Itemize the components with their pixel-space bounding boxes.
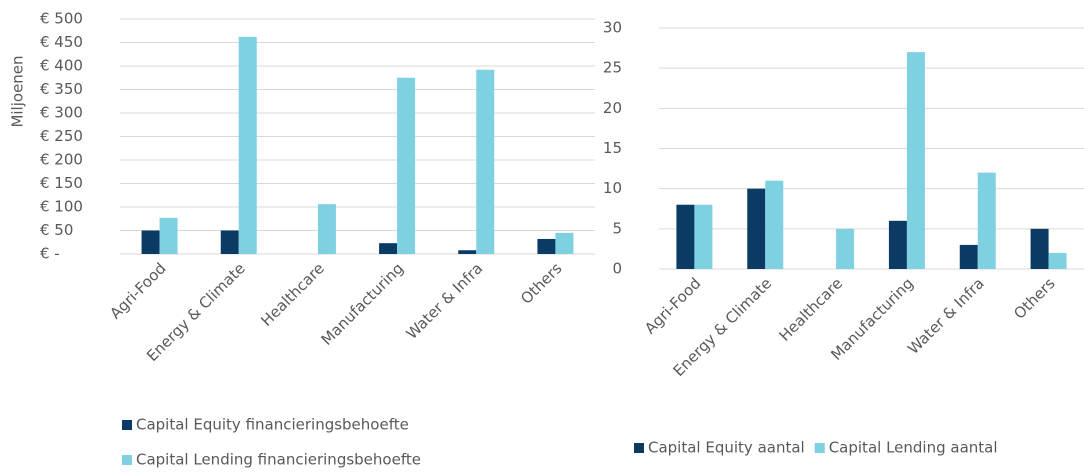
bar — [555, 232, 574, 254]
y-tick-label: 30 — [603, 19, 622, 37]
bar — [1030, 228, 1049, 269]
y-tick-label: € 250 — [40, 127, 83, 145]
x-tick-label: Others — [517, 259, 566, 308]
y-tick-label: € 500 — [40, 10, 83, 28]
legend-swatch — [634, 443, 644, 453]
legend-label: Capital Lending aantal — [829, 439, 998, 457]
y-tick-label: € - — [40, 245, 60, 263]
x-tick-label: Healthcare — [776, 274, 847, 345]
y-tick-label: € 300 — [40, 104, 83, 122]
bar — [220, 230, 239, 254]
y-tick-label: € 400 — [40, 57, 83, 75]
legend-label: Capital Lending financieringsbehoefte — [136, 451, 421, 469]
bar — [141, 230, 160, 254]
y-tick-label: 5 — [612, 219, 622, 237]
bar — [747, 188, 766, 269]
bar — [458, 250, 477, 254]
bar — [397, 77, 416, 254]
bar — [836, 228, 855, 269]
y-tick-label: € 350 — [40, 80, 83, 98]
y-axis-label: Miljoenen — [9, 55, 27, 127]
bar — [959, 244, 978, 269]
x-tick-label: Manufacturing — [318, 259, 408, 349]
bar — [537, 238, 556, 254]
y-tick-label: 0 — [612, 260, 622, 278]
bar — [676, 204, 695, 269]
x-tick-label: Water & Infra — [403, 259, 487, 343]
bar — [977, 172, 996, 269]
y-tick-label: € 100 — [40, 198, 83, 216]
y-tick-label: 25 — [603, 59, 622, 77]
y-tick-label: € 200 — [40, 151, 83, 169]
bar — [694, 204, 713, 269]
y-tick-label: € 50 — [40, 221, 73, 239]
bar — [476, 69, 495, 254]
bar — [317, 204, 336, 254]
x-tick-label: Agri-Food — [641, 274, 704, 337]
x-tick-label: Others — [1010, 274, 1059, 323]
legend-swatch — [122, 420, 132, 430]
bar — [765, 180, 784, 269]
bar — [906, 52, 925, 269]
legend-swatch — [122, 455, 132, 465]
y-tick-label: 10 — [603, 179, 622, 197]
x-tick-label: Agri-Food — [106, 259, 169, 322]
bar — [238, 36, 257, 254]
bar — [379, 243, 398, 254]
y-tick-label: € 450 — [40, 33, 83, 51]
x-tick-label: Healthcare — [257, 259, 328, 330]
bar — [888, 220, 907, 269]
y-tick-label: 20 — [603, 99, 622, 117]
bar — [1048, 252, 1067, 269]
x-tick-label: Water & Infra — [904, 274, 988, 358]
legend-swatch — [814, 443, 825, 453]
bar — [159, 217, 178, 254]
y-tick-label: 15 — [603, 139, 622, 157]
y-tick-label: € 150 — [40, 174, 83, 192]
legend-label: Capital Equity financieringsbehoefte — [136, 416, 409, 434]
legend-label: Capital Equity aantal — [648, 439, 805, 457]
